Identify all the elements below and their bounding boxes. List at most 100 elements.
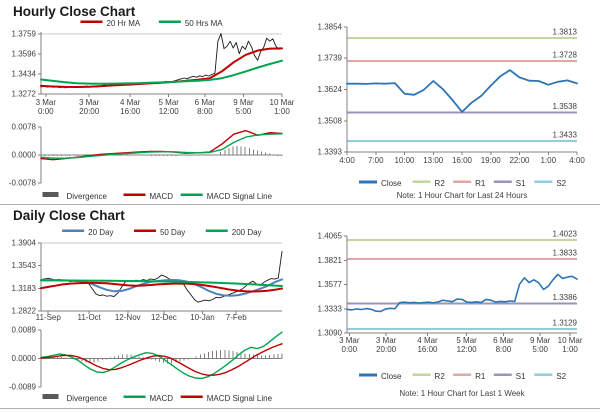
svg-text:S1: S1 bbox=[516, 372, 526, 381]
line-swatch bbox=[534, 373, 553, 376]
svg-text:20:00: 20:00 bbox=[79, 107, 100, 116]
svg-text:6 Mar: 6 Mar bbox=[493, 336, 514, 345]
svg-text:1.3854: 1.3854 bbox=[318, 23, 343, 32]
svg-text:1.3728: 1.3728 bbox=[553, 51, 578, 60]
svg-text:1.3508: 1.3508 bbox=[318, 116, 343, 125]
svg-text:0.0000: 0.0000 bbox=[12, 151, 37, 160]
daily-macd-chart-series-macd-signal-line bbox=[40, 343, 283, 376]
svg-text:1.3090: 1.3090 bbox=[318, 329, 343, 338]
svg-text:20 Hr MA: 20 Hr MA bbox=[106, 19, 140, 28]
hourly-close-chart-legend: 20 Hr MA 50 Hrs MA bbox=[80, 19, 223, 28]
hourly-pivot-chart-legend: Close R2 R1 S1 S2 bbox=[359, 179, 567, 188]
hourly-section-title: Hourly Close Chart bbox=[13, 4, 136, 19]
svg-text:1.4023: 1.4023 bbox=[553, 230, 578, 239]
hourly-macd-chart-legend: Divergence MACD MACD Signal Line bbox=[42, 192, 273, 201]
line-swatch bbox=[453, 180, 472, 183]
svg-text:R2: R2 bbox=[435, 179, 446, 188]
svg-text:0:00: 0:00 bbox=[38, 107, 54, 116]
line-swatch bbox=[359, 180, 378, 184]
svg-text:Divergence: Divergence bbox=[67, 394, 108, 403]
svg-text:1.3739: 1.3739 bbox=[318, 54, 343, 63]
svg-text:1:00: 1:00 bbox=[274, 107, 290, 116]
svg-text:1:00: 1:00 bbox=[562, 345, 578, 354]
svg-text:1.3577: 1.3577 bbox=[318, 280, 343, 289]
svg-text:3 Mar: 3 Mar bbox=[376, 336, 397, 345]
svg-text:12:00: 12:00 bbox=[159, 107, 180, 116]
svg-text:12-Nov: 12-Nov bbox=[115, 313, 141, 322]
svg-text:200 Day: 200 Day bbox=[232, 228, 262, 237]
line-swatch bbox=[359, 373, 378, 377]
hourly-macd-chart-series-macd-signal-line bbox=[40, 133, 283, 159]
svg-text:MACD: MACD bbox=[150, 394, 174, 403]
line-swatch bbox=[80, 20, 103, 23]
svg-text:1.3538: 1.3538 bbox=[553, 102, 578, 111]
svg-text:8:00: 8:00 bbox=[197, 107, 213, 116]
divergence-swatch bbox=[42, 394, 59, 399]
line-swatch bbox=[123, 395, 146, 398]
hourly-pivot-chart-pivot-S2: 1.3433 bbox=[347, 131, 578, 143]
svg-text:1.3624: 1.3624 bbox=[318, 85, 343, 94]
svg-text:0.0089: 0.0089 bbox=[12, 326, 37, 335]
svg-text:-0.0089: -0.0089 bbox=[9, 383, 37, 392]
svg-text:10 Mar: 10 Mar bbox=[270, 98, 295, 107]
svg-text:10-Jan: 10-Jan bbox=[190, 313, 214, 322]
hourly-close-chart-series-50-hrs-ma bbox=[40, 59, 283, 85]
svg-text:16:00: 16:00 bbox=[452, 156, 473, 165]
daily-pivot-chart-pivot-R2: 1.4023 bbox=[347, 230, 578, 242]
svg-text:MACD Signal Line: MACD Signal Line bbox=[207, 192, 273, 201]
daily-pivot-chart: 1.4023 1.3833 1.3386 1.3129 1.4065 1.3821 1.35… bbox=[318, 230, 583, 381]
svg-text:1.3386: 1.3386 bbox=[553, 293, 578, 302]
svg-text:R1: R1 bbox=[475, 179, 486, 188]
svg-text:4:00: 4:00 bbox=[339, 156, 355, 165]
svg-text:3 Mar: 3 Mar bbox=[36, 98, 57, 107]
hourly-pivot-chart-pivot-R1: 1.3728 bbox=[347, 51, 578, 63]
svg-text:8:00: 8:00 bbox=[496, 345, 512, 354]
svg-text:13:00: 13:00 bbox=[423, 156, 444, 165]
svg-text:MACD Signal Line: MACD Signal Line bbox=[207, 394, 273, 403]
line-swatch bbox=[158, 20, 181, 23]
daily-section-title: Daily Close Chart bbox=[13, 208, 125, 223]
svg-text:Close: Close bbox=[381, 179, 402, 188]
svg-text:16:00: 16:00 bbox=[417, 345, 438, 354]
svg-text:12-Dec: 12-Dec bbox=[151, 313, 177, 322]
svg-text:4 Mar: 4 Mar bbox=[417, 336, 438, 345]
svg-text:5 Mar: 5 Mar bbox=[456, 336, 477, 345]
svg-text:1.3434: 1.3434 bbox=[12, 70, 37, 79]
svg-text:10 Mar: 10 Mar bbox=[558, 336, 583, 345]
svg-text:R1: R1 bbox=[475, 372, 486, 381]
svg-text:0.0078: 0.0078 bbox=[12, 123, 37, 132]
svg-text:1.2822: 1.2822 bbox=[12, 307, 37, 316]
bottom-divider bbox=[0, 408, 600, 409]
line-swatch bbox=[180, 395, 203, 398]
svg-text:1.3272: 1.3272 bbox=[12, 90, 37, 99]
svg-text:MACD: MACD bbox=[150, 192, 174, 201]
svg-text:16:00: 16:00 bbox=[120, 107, 141, 116]
line-swatch bbox=[412, 180, 431, 183]
line-swatch bbox=[412, 373, 431, 376]
hourly-close-chart-series-20-hr-ma bbox=[40, 47, 283, 88]
svg-text:1.3129: 1.3129 bbox=[553, 319, 578, 328]
svg-text:20 Day: 20 Day bbox=[88, 228, 113, 237]
svg-text:S1: S1 bbox=[516, 179, 526, 188]
svg-text:Divergence: Divergence bbox=[67, 192, 108, 201]
svg-text:3 Mar: 3 Mar bbox=[339, 336, 360, 345]
svg-text:0.0000: 0.0000 bbox=[12, 354, 37, 363]
hourly-pivot-chart: 1.3813 1.3728 1.3538 1.3433 1.3854 1.3739 1.36… bbox=[318, 23, 586, 189]
svg-text:3 Mar: 3 Mar bbox=[79, 98, 100, 107]
svg-text:50 Day: 50 Day bbox=[160, 228, 185, 237]
daily-pivot-chart-series-close bbox=[346, 273, 578, 313]
daily-pivot-chart-pivot-S2: 1.3129 bbox=[347, 319, 578, 331]
daily-macd-chart: 0.0089 0.0000 -0.0089 Divergence MACD MACD Si… bbox=[9, 326, 283, 403]
line-swatch bbox=[62, 229, 85, 232]
hourly-close-chart-series-close bbox=[40, 33, 283, 89]
divergence-swatch bbox=[42, 192, 59, 197]
daily-macd-chart-divergence-bars bbox=[40, 350, 283, 364]
svg-text:1.4065: 1.4065 bbox=[318, 232, 343, 241]
svg-text:20:00: 20:00 bbox=[376, 345, 397, 354]
section-divider bbox=[0, 204, 600, 205]
svg-text:22:00: 22:00 bbox=[509, 156, 530, 165]
svg-text:9 Mar: 9 Mar bbox=[233, 98, 254, 107]
line-swatch bbox=[133, 229, 156, 232]
line-swatch bbox=[453, 373, 472, 376]
